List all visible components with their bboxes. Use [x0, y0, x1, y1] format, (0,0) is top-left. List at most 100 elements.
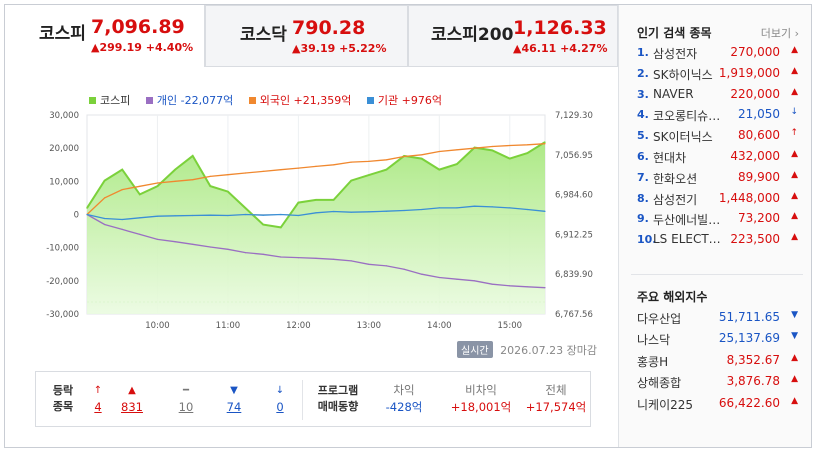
- series-point: [385, 159, 388, 161]
- series-point: [368, 263, 370, 265]
- series-point: [297, 167, 299, 169]
- series-point: [456, 163, 458, 165]
- breadth-item[interactable]: ▼ 74: [218, 382, 250, 416]
- change-arrow-icon: ▲: [791, 190, 798, 201]
- series-point: [333, 258, 335, 260]
- breadth-item[interactable]: ▲ 831: [116, 382, 148, 416]
- series-point: [262, 253, 264, 255]
- series-point: [86, 207, 88, 209]
- series-point: [491, 206, 493, 208]
- world-index-value: 8,352.67: [726, 352, 780, 367]
- popular-stock-row[interactable]: 7. 한화오션 89,900 ▲: [637, 170, 802, 190]
- popular-stock-row[interactable]: 10. LS ELECT… 223,500 ▲: [637, 232, 802, 252]
- y-left-tick-label: -20,000: [46, 277, 79, 287]
- series-point: [139, 217, 141, 219]
- popular-stock-name: 현대차: [653, 151, 687, 165]
- series-point: [350, 180, 352, 182]
- program-label: 프로그램 매매동향: [312, 383, 364, 415]
- series-point: [368, 160, 370, 162]
- series-point: [438, 150, 440, 153]
- popular-stock-name: 코오롱티슈…: [653, 109, 721, 124]
- breadth-arrow-icon: ━: [182, 385, 190, 396]
- series-point: [280, 256, 282, 258]
- series-point: [104, 197, 106, 199]
- world-index-row[interactable]: 니케이225 66,422.60 ▲: [637, 396, 802, 416]
- popular-stock-name: 한화오션: [653, 171, 698, 186]
- side-divider: [631, 274, 803, 275]
- series-point: [385, 265, 388, 267]
- tab-kospi200[interactable]: 코스피200 1,126.33 ▲46.11 +4.27%: [408, 5, 618, 67]
- breadth-item[interactable]: ↑ 4: [82, 382, 114, 416]
- series-point: [315, 165, 317, 167]
- world-index-row[interactable]: 상해종합 3,876.78 ▲: [637, 374, 802, 394]
- tab-kosdaq-change: ▲39.19 +5.22%: [292, 42, 387, 55]
- world-index-row[interactable]: 홍콩H 8,352.67 ▲: [637, 353, 802, 373]
- world-index-row[interactable]: 다우산업 51,711.65 ▼: [637, 310, 802, 330]
- breadth-item[interactable]: ↓ 0: [264, 382, 296, 416]
- series-point: [121, 169, 123, 171]
- popular-more-link[interactable]: 더보기 ›: [761, 25, 799, 41]
- world-index-value: 3,876.78: [726, 374, 780, 389]
- popular-stock-price: 21,050: [738, 107, 780, 122]
- market-status: 실시간 2026.07.23 장마감: [457, 341, 597, 358]
- popular-stock-row[interactable]: 9. 두산에너빌… 73,200 ▲: [637, 211, 802, 231]
- index-tabs: 코스피 7,096.89 ▲299.19 +4.40% 코스닥 790.28 ▲…: [5, 5, 618, 67]
- series-point: [509, 158, 511, 160]
- series-point: [227, 174, 229, 176]
- popular-stock-row[interactable]: 4. 코오롱티슈… 21,050 ↓: [637, 107, 802, 127]
- tab-kosdaq[interactable]: 코스닥 790.28 ▲39.19 +5.22%: [205, 5, 408, 67]
- series-point: [227, 214, 229, 217]
- series-point: [350, 211, 352, 213]
- series-point: [473, 205, 476, 207]
- popular-stock-row[interactable]: 3. NAVER 220,000 ▲: [637, 87, 802, 107]
- tab-kospi[interactable]: 코스피 7,096.89 ▲299.19 +4.40%: [5, 5, 205, 67]
- series-point: [297, 257, 299, 259]
- legend-label: 코스피: [100, 94, 131, 107]
- series-point: [262, 214, 264, 216]
- series-point: [421, 154, 423, 156]
- change-arrow-icon: ▲: [791, 395, 798, 406]
- breadth-item[interactable]: ━ 10: [170, 382, 202, 416]
- series-point: [86, 213, 88, 216]
- chevron-right-icon: ›: [791, 27, 799, 40]
- index-chart[interactable]: 30,000 20,000 10,000 0 -10,000 -20,000 -30,000…: [5, 105, 618, 340]
- program-item-label: 비차익: [465, 383, 497, 397]
- popular-stock-name: SK이터닉스: [653, 130, 713, 145]
- popular-stock-row[interactable]: 6. 현대차 432,000 ▲: [637, 149, 802, 169]
- tab-kospi-value: 7,096.89: [91, 16, 185, 38]
- series-point: [104, 223, 106, 226]
- series-point: [315, 212, 317, 214]
- series-point: [385, 169, 388, 171]
- series-point: [333, 164, 335, 166]
- popular-stock-price: 89,900: [738, 169, 780, 184]
- world-index-value: 25,137.69: [718, 331, 780, 346]
- change-arrow-icon: ▲: [791, 65, 798, 76]
- popular-stock-row[interactable]: 1. 삼성전자 270,000 ▲: [637, 45, 802, 65]
- series-point: [421, 273, 423, 275]
- popular-stock-row[interactable]: 8. 삼성전기 1,448,000 ▲: [637, 191, 802, 211]
- y-left-tick-label: -30,000: [46, 310, 79, 320]
- series-point: [350, 161, 352, 163]
- world-index-name: 홍콩H: [637, 354, 669, 369]
- series-point: [456, 207, 458, 209]
- world-index-row[interactable]: 나스닥 25,137.69 ▼: [637, 331, 802, 351]
- series-point: [139, 185, 141, 187]
- popular-stock-row[interactable]: 2. SK하이닉스 1,919,000 ▲: [637, 66, 802, 86]
- change-arrow-icon: ↑: [790, 128, 798, 139]
- market-summary: 등락 종목 ↑ 4 ▲ 831 ━ 10 ▼ 74 ↓ 0 프로그램 매매동향 차익 -428억 비차…: [35, 371, 591, 427]
- series-point: [262, 224, 264, 226]
- series-point: [438, 169, 440, 171]
- index-panel: 코스피 7,096.89 ▲299.19 +4.40% 코스닥 790.28 ▲…: [5, 5, 618, 447]
- legend-swatch: [366, 97, 374, 104]
- breadth-label-line2: 종목: [52, 400, 74, 413]
- change-arrow-icon: ▲: [791, 86, 798, 97]
- series-point: [333, 199, 335, 201]
- popular-stock-price: 220,000: [730, 86, 780, 101]
- series-point: [350, 260, 352, 262]
- series-point: [333, 210, 335, 213]
- series-point: [526, 144, 529, 146]
- series-point: [456, 149, 458, 151]
- change-arrow-icon: ▲: [791, 232, 798, 243]
- breadth-arrow-icon: ↓: [275, 385, 285, 396]
- popular-stock-row[interactable]: 5. SK이터닉스 80,600 ↑: [637, 128, 802, 148]
